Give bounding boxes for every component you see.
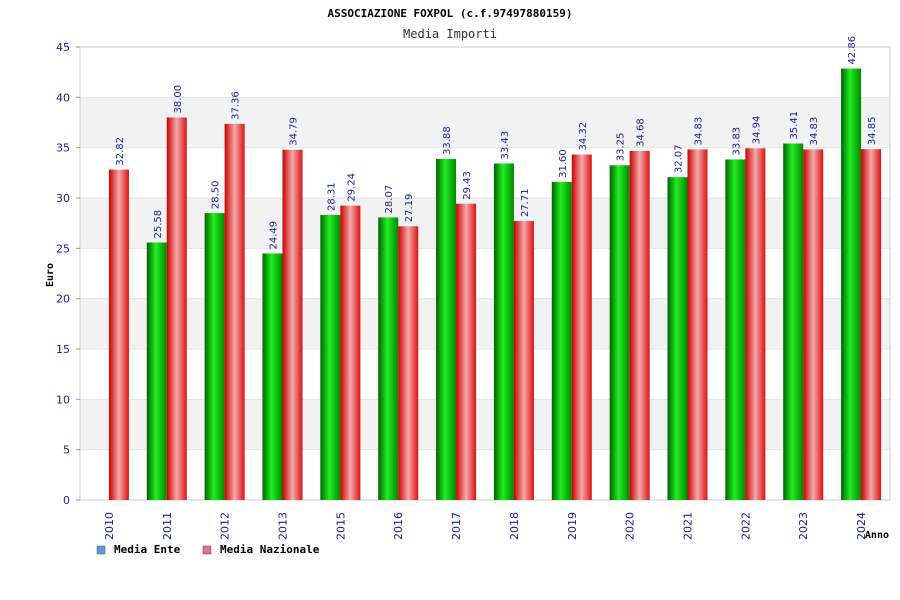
value-label-ente: 42.86 bbox=[847, 36, 858, 65]
bar-nazionale bbox=[571, 154, 592, 500]
y-tick-label: 0 bbox=[63, 494, 70, 507]
x-tick-label: 2021 bbox=[682, 512, 695, 540]
value-label-ente: 25.58 bbox=[153, 210, 164, 239]
chart-title: ASSOCIAZIONE FOXPOL (c.f.97497880159) bbox=[327, 7, 572, 20]
value-label-nazionale: 34.94 bbox=[751, 116, 762, 145]
x-tick-label: 2015 bbox=[334, 512, 347, 540]
y-tick-label: 20 bbox=[56, 293, 70, 306]
bar-ente bbox=[378, 217, 399, 501]
value-label-ente: 28.31 bbox=[326, 182, 337, 211]
value-label-ente: 31.60 bbox=[558, 149, 569, 178]
x-tick-label: 2013 bbox=[277, 512, 290, 540]
grid-bands bbox=[80, 97, 890, 450]
legend-swatch-ente bbox=[96, 545, 106, 555]
bar-ente bbox=[783, 143, 804, 500]
bar-nazionale bbox=[861, 149, 882, 500]
bar-nazionale bbox=[456, 203, 477, 500]
x-tick-label: 2010 bbox=[103, 512, 116, 540]
y-tick-label: 15 bbox=[56, 343, 70, 356]
value-label-nazionale: 38.00 bbox=[173, 85, 184, 114]
legend-label-ente: Media Ente bbox=[114, 543, 181, 556]
value-label-ente: 35.41 bbox=[789, 111, 800, 140]
value-label-nazionale: 32.82 bbox=[115, 137, 126, 166]
y-tick-label: 25 bbox=[56, 242, 70, 255]
y-axis-label: Euro bbox=[45, 263, 56, 287]
y-tick-label: 10 bbox=[56, 393, 70, 406]
value-label-nazionale: 29.24 bbox=[346, 173, 357, 202]
bar-ente bbox=[725, 159, 746, 500]
value-label-nazionale: 29.43 bbox=[462, 171, 473, 200]
x-tick-label: 2016 bbox=[392, 512, 405, 540]
y-tick-label: 30 bbox=[56, 192, 70, 205]
x-tick-label: 2024 bbox=[855, 512, 868, 540]
y-tick-label: 35 bbox=[56, 142, 70, 155]
chart-subtitle: Media Importi bbox=[403, 27, 497, 41]
value-label-ente: 33.25 bbox=[616, 133, 627, 162]
bar-ente bbox=[667, 177, 688, 501]
bar-nazionale bbox=[803, 149, 824, 501]
value-label-ente: 28.50 bbox=[211, 180, 222, 209]
plot-frame bbox=[79, 46, 891, 501]
grid-band bbox=[80, 298, 890, 349]
bar-ente bbox=[609, 165, 630, 501]
value-label-ente: 33.43 bbox=[500, 131, 511, 160]
bar-ente bbox=[262, 253, 283, 500]
bars bbox=[108, 68, 882, 501]
value-label-ente: 32.07 bbox=[674, 145, 685, 174]
value-label-ente: 33.83 bbox=[731, 127, 742, 156]
bar-nazionale bbox=[282, 149, 303, 500]
x-tick-label: 2018 bbox=[508, 512, 521, 540]
bar-ente bbox=[146, 242, 167, 500]
bar-ente bbox=[551, 181, 572, 501]
grid-band bbox=[80, 97, 890, 148]
grid-band bbox=[80, 399, 890, 450]
x-axis-label: Anno bbox=[865, 530, 889, 541]
x-tick-label: 2012 bbox=[219, 512, 232, 540]
x-tick-label: 2023 bbox=[797, 512, 810, 540]
value-label-nazionale: 34.83 bbox=[809, 117, 820, 146]
grid-band bbox=[80, 198, 890, 249]
x-tick-label: 2011 bbox=[161, 512, 174, 540]
value-label-ente: 33.88 bbox=[442, 126, 453, 155]
x-axis-ticks: 2010 2011 2012 2013 2015 2016 2017 2018 2019 2020… bbox=[103, 512, 868, 540]
value-label-nazionale: 34.85 bbox=[867, 117, 878, 146]
legend-label-nazionale: Media Nazionale bbox=[220, 543, 320, 556]
value-label-nazionale: 37.36 bbox=[231, 91, 242, 120]
bar-nazionale bbox=[340, 205, 361, 500]
bar-ente bbox=[493, 163, 514, 501]
legend-swatch-nazionale bbox=[202, 545, 212, 555]
bar-nazionale bbox=[166, 117, 187, 500]
legend: Media Ente Media Nazionale bbox=[96, 543, 320, 556]
bar-ente bbox=[204, 213, 225, 500]
value-label-nazionale: 34.68 bbox=[636, 118, 647, 147]
y-tick-label: 45 bbox=[56, 41, 70, 54]
bar-nazionale bbox=[745, 148, 766, 500]
y-axis-ticks: 0 5 10 15 20 25 30 35 40 45 bbox=[56, 41, 80, 507]
value-label-ente: 24.49 bbox=[269, 221, 280, 250]
bar-nazionale bbox=[108, 169, 129, 500]
x-tick-label: 2019 bbox=[566, 512, 579, 540]
x-tick-label: 2017 bbox=[450, 512, 463, 540]
bar-nazionale bbox=[224, 123, 245, 500]
bar-ente bbox=[841, 68, 862, 500]
value-label-ente: 28.07 bbox=[384, 185, 395, 214]
x-tick-label: 2022 bbox=[739, 512, 752, 540]
value-label-nazionale: 34.32 bbox=[578, 122, 589, 151]
y-tick-label: 5 bbox=[63, 444, 70, 457]
value-label-nazionale: 34.79 bbox=[289, 117, 300, 146]
value-label-nazionale: 34.83 bbox=[694, 117, 705, 146]
value-label-nazionale: 27.71 bbox=[520, 188, 531, 217]
y-tick-label: 40 bbox=[56, 91, 70, 104]
bar-nazionale bbox=[398, 226, 419, 500]
value-label-nazionale: 27.19 bbox=[404, 194, 415, 223]
bar-nazionale bbox=[629, 150, 650, 500]
x-tick-label: 2020 bbox=[624, 512, 637, 540]
bar-ente bbox=[320, 215, 341, 500]
bar-nazionale bbox=[687, 149, 708, 501]
value-labels: 32.82 25.58 38.00 28.50 37.36 24.49 34.79 28.31… bbox=[115, 36, 878, 250]
bar-nazionale bbox=[513, 221, 534, 500]
bar-ente bbox=[436, 158, 457, 500]
